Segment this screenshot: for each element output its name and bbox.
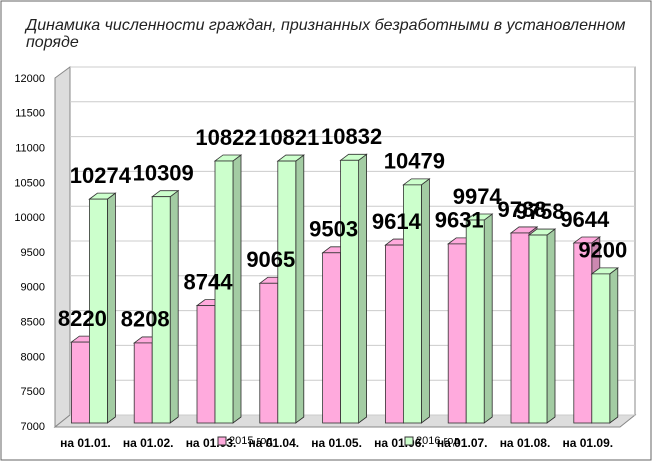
bar	[214, 160, 234, 424]
value-label: 9200	[578, 238, 627, 263]
legend-swatch	[217, 436, 227, 446]
bar	[573, 242, 593, 424]
bar-side	[169, 189, 179, 424]
bar	[384, 244, 404, 424]
x-tick-label: на 01.01.	[60, 436, 111, 450]
bar	[528, 234, 548, 424]
value-label: 9065	[246, 247, 295, 272]
value-label: 9788	[498, 197, 547, 222]
y-tick-label: 9500	[21, 247, 45, 259]
bar-side	[107, 192, 116, 424]
bar	[89, 198, 108, 424]
value-label: 9974	[453, 184, 503, 209]
bar	[71, 341, 90, 424]
value-label: 9614	[372, 209, 422, 234]
value-label: 10274	[70, 163, 132, 188]
x-tick-label: на 01.07.	[437, 436, 488, 450]
bar-side	[358, 153, 368, 424]
bar	[133, 342, 153, 424]
value-label: 10479	[384, 149, 445, 174]
left-wall	[54, 66, 71, 429]
y-tick-label: 9000	[21, 282, 45, 294]
legend-label: 2016 год	[416, 435, 460, 447]
bar	[591, 273, 611, 424]
bar-side	[546, 228, 556, 424]
value-label: 8744	[184, 269, 234, 294]
y-tick-label: 10500	[14, 177, 45, 189]
value-label: 10309	[133, 161, 194, 186]
y-tick-label: 8500	[21, 317, 45, 329]
bar	[465, 219, 485, 424]
bar-side	[295, 154, 305, 424]
value-label: 9503	[309, 217, 358, 242]
y-tick-label: 8000	[21, 351, 45, 363]
value-label: 8208	[121, 307, 170, 332]
x-tick-label: на 01.08.	[500, 436, 551, 450]
bar	[510, 232, 530, 424]
y-tick-label: 11000	[15, 143, 45, 155]
value-label: 9644	[560, 207, 610, 232]
bar-side	[232, 154, 242, 424]
bar	[402, 184, 422, 424]
x-tick-label: на 01.04.	[248, 436, 299, 450]
bar-side	[483, 213, 493, 424]
y-tick-label: 7000	[21, 421, 45, 433]
value-label: 10822	[195, 125, 256, 150]
value-label: 8220	[58, 306, 107, 331]
bar	[322, 252, 342, 424]
value-label: 9758	[516, 199, 565, 224]
y-tick-label: 12000	[14, 73, 45, 85]
bar-side	[609, 267, 619, 424]
legend-label: 2015 год	[229, 435, 273, 447]
chart-title: Динамика численности граждан, признанных…	[26, 17, 626, 51]
bar	[196, 305, 216, 424]
bar	[447, 243, 467, 424]
y-tick-label: 11500	[15, 108, 45, 120]
x-tick-label: на 01.05.	[311, 436, 362, 450]
bar	[340, 159, 360, 424]
bar	[259, 282, 279, 424]
value-label: 10821	[258, 125, 319, 150]
value-label: 10832	[321, 124, 382, 149]
bar	[277, 160, 297, 424]
bar	[151, 196, 171, 424]
x-tick-label: на 01.02.	[123, 436, 174, 450]
value-label: 9631	[435, 208, 484, 233]
y-tick-label: 7500	[21, 386, 45, 398]
x-tick-label: на 01.09.	[562, 436, 613, 450]
y-tick-label: 10000	[14, 212, 45, 224]
legend-swatch	[404, 436, 414, 446]
bar-side	[420, 178, 430, 424]
